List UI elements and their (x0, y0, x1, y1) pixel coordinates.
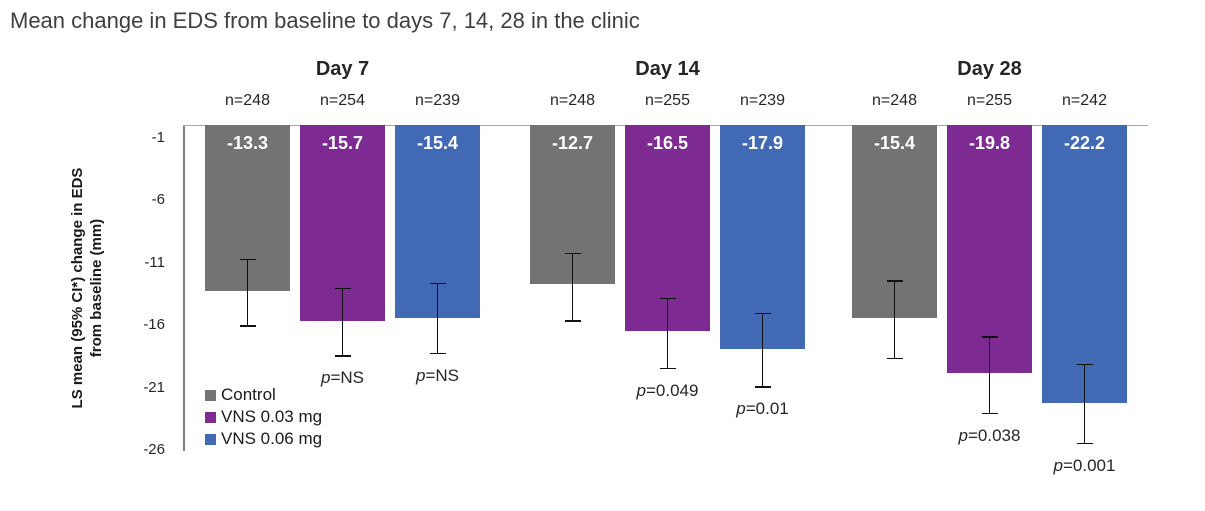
n-label-day-7-vns-0-06-mg: n=239 (415, 92, 460, 109)
error-bar-line-day-28-vns-0-06-mg (1083, 363, 1086, 443)
error-bar-cap-top-day-28-vns-0-06-mg (1076, 363, 1093, 366)
bar-value-day-7-control: -13.3 (226, 133, 269, 153)
error-bar-cap-top-day-7-vns-0-06-mg (429, 282, 446, 284)
bar-value-day-7-vns-0-06-mg: -15.4 (416, 133, 459, 153)
chart-title: Mean change in EDS from baseline to days… (10, 8, 640, 33)
bar-value-day-28-vns-0-06-mg: -22.2 (1063, 133, 1106, 153)
y-tick--16: -16 (143, 316, 165, 333)
error-bar-cap-bottom-day-14-control (564, 320, 581, 322)
error-bar-line-day-14-vns-0-06-mg (761, 312, 764, 387)
p-value-label-day-7-vns-0-03-mg: p=NS (320, 368, 364, 387)
p-value-label-day-28-vns-0-03-mg: p=0.038 (958, 425, 1021, 445)
bar-day-14-vns-0-06-mg (720, 125, 805, 349)
legend-swatch-control (205, 389, 216, 401)
bar-day-28-vns-0-03-mg (947, 125, 1032, 373)
error-bar-cap-top-day-14-control (564, 252, 581, 254)
legend: Control VNS 0.03 mg VNS 0.06 mg (205, 384, 322, 450)
bar-day-14-vns-0-03-mg (625, 125, 710, 332)
y-axis-title-line2: from baseline (mm) (88, 218, 105, 358)
y-tick--1: -1 (151, 128, 165, 146)
error-bar-cap-bottom-day-28-vns-0-06-mg (1076, 442, 1093, 444)
error-bar-line-day-14-vns-0-03-mg (666, 297, 669, 368)
n-label-day-28-control: n=248 (872, 92, 917, 109)
bar-value-day-14-vns-0-06-mg: -17.9 (741, 133, 784, 153)
error-bar-cap-top-day-14-vns-0-06-mg (754, 312, 771, 314)
legend-item-vns-0-03-mg: VNS 0.03 mg (205, 406, 322, 428)
y-tick--11: -11 (144, 253, 165, 271)
bar-value-day-28-vns-0-03-mg: -19.8 (968, 133, 1011, 153)
bar-value-day-14-control: -12.7 (551, 133, 594, 153)
legend-swatch-vns-0-03-mg (205, 411, 216, 423)
p-value-label-day-7-vns-0-06-mg: p=NS (415, 365, 459, 385)
error-bar-cap-bottom-day-14-vns-0-03-mg (659, 367, 676, 369)
n-label-day-7-control: n=248 (225, 92, 270, 109)
legend-label-control: Control (221, 385, 276, 404)
y-tick--21: -21 (143, 378, 165, 396)
n-label-day-7-vns-0-03-mg: n=254 (320, 92, 365, 109)
n-label-day-14-control: n=248 (550, 92, 595, 109)
bar-value-day-7-vns-0-03-mg: -15.7 (321, 133, 364, 153)
p-value-label-day-28-vns-0-06-mg: p=0.001 (1053, 455, 1116, 475)
legend-label-vns-0-03-mg: VNS 0.03 mg (221, 407, 323, 426)
group-header-day-7: Day 7 (315, 58, 370, 80)
n-label-day-28-vns-0-03-mg: n=255 (967, 92, 1012, 109)
legend-swatch-vns-0-06-mg (205, 433, 216, 445)
error-bar-cap-bottom-day-7-control (239, 325, 256, 327)
y-tick--26: -26 (143, 441, 165, 458)
error-bar-cap-top-day-28-vns-0-03-mg (981, 336, 998, 338)
p-value-label-day-14-vns-0-06-mg: p=0.01 (736, 399, 789, 419)
error-bar-cap-bottom-day-28-control (886, 357, 903, 359)
error-bar-cap-bottom-day-7-vns-0-03-mg (334, 355, 351, 357)
error-bar-cap-bottom-day-14-vns-0-06-mg (754, 386, 771, 388)
y-axis-line (183, 125, 185, 451)
error-bar-cap-top-day-14-vns-0-03-mg (659, 297, 676, 299)
legend-item-vns-0-06-mg: VNS 0.06 mg (205, 428, 322, 450)
p-value-label-day-14-vns-0-03-mg: p=0.049 (636, 380, 699, 400)
error-bar-line-day-28-vns-0-03-mg (988, 336, 991, 413)
n-label-day-14-vns-0-03-mg: n=255 (645, 92, 690, 109)
n-label-day-28-vns-0-06-mg: n=242 (1062, 92, 1107, 109)
legend-label-vns-0-06-mg: VNS 0.06 mg (221, 429, 323, 448)
error-bar-line-day-28-control (893, 280, 896, 358)
error-bar-line-day-7-vns-0-03-mg (341, 287, 344, 355)
error-bar-cap-bottom-day-7-vns-0-06-mg (429, 352, 446, 354)
error-bar-cap-top-day-28-control (886, 280, 903, 282)
error-bar-line-day-7-vns-0-06-mg (436, 282, 439, 353)
bar-value-day-28-control: -15.4 (873, 133, 916, 153)
y-axis-title: LS mean (95% CI*) change in EDS from bas… (68, 123, 108, 453)
error-bar-cap-top-day-7-vns-0-03-mg (334, 287, 351, 289)
error-bar-cap-bottom-day-28-vns-0-03-mg (981, 412, 998, 414)
bar-value-day-14-vns-0-03-mg: -16.5 (646, 133, 689, 153)
error-bar-line-day-14-control (571, 252, 574, 320)
n-label-day-14-vns-0-06-mg: n=239 (740, 92, 785, 109)
group-header-day-28: Day 28 (957, 58, 1022, 80)
group-header-day-14: Day 14 (635, 58, 700, 80)
bar-day-28-vns-0-06-mg (1042, 125, 1127, 403)
legend-item-control: Control (205, 384, 322, 406)
error-bar-cap-top-day-7-control (239, 258, 256, 261)
error-bar-line-day-7-control (246, 258, 249, 325)
y-axis-title-line1: LS mean (95% CI*) change in EDS (69, 167, 86, 409)
y-tick--6: -6 (151, 191, 165, 208)
